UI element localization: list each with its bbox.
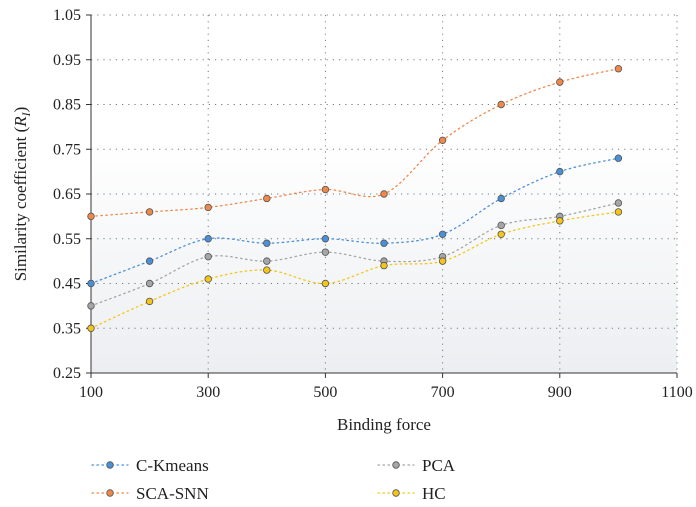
data-point-c-kmeans	[614, 154, 623, 162]
y-axis-title-main: Similarity coefficient (	[11, 126, 30, 281]
data-point-hc	[497, 230, 505, 238]
data-point-c-kmeans	[497, 194, 505, 203]
legend-item-sca-snn: SCA-SNN	[91, 484, 209, 503]
y-tick-label: 0.95	[53, 52, 81, 69]
y-axis-title: Similarity coefficient (RI)	[11, 107, 33, 282]
data-point-sca-snn	[438, 136, 447, 144]
tick-labels: 0.25 0.35 0.45 0.55 0.65 0.75 0.85 0.95 1.05 100 3…	[53, 7, 693, 401]
legend-marker	[106, 461, 114, 469]
y-tick-label: 0.85	[53, 97, 81, 114]
data-point-hc	[87, 324, 95, 332]
legend: C-Kmeans PCA SCA-SNN HC	[91, 456, 456, 503]
data-point-sca-snn	[87, 212, 95, 221]
data-point-sca-snn	[614, 64, 623, 73]
data-point-hc	[380, 261, 388, 270]
y-axis-title-close: )	[11, 107, 30, 113]
data-point-sca-snn	[321, 185, 330, 194]
data-point-c-kmeans	[556, 167, 564, 176]
data-point-hc	[556, 217, 564, 225]
y-tick-label: 0.55	[53, 231, 81, 248]
data-point-pca	[263, 257, 271, 265]
y-axis-title-subscript: I	[19, 111, 33, 117]
data-point-hc	[204, 275, 212, 283]
y-axis-title-symbol: R	[11, 116, 30, 128]
data-point-hc	[145, 297, 154, 306]
series-sca-snn	[87, 64, 623, 221]
legend-item-hc: HC	[377, 484, 446, 503]
y-tick-label: 0.65	[53, 186, 81, 203]
series-line-hc	[90, 211, 620, 329]
legend-label: C-Kmeans	[136, 456, 209, 475]
data-point-sca-snn	[497, 100, 505, 109]
data-point-hc	[263, 266, 271, 274]
data-point-c-kmeans	[321, 235, 330, 243]
data-point-sca-snn	[380, 190, 388, 198]
data-point-hc	[438, 257, 447, 265]
x-tick-label: 700	[431, 384, 455, 401]
legend-item-c-kmeans: C-Kmeans	[91, 456, 209, 475]
x-tick-label: 900	[548, 384, 572, 401]
series-group	[87, 64, 623, 332]
data-point-hc	[614, 208, 623, 216]
axes	[86, 14, 678, 378]
series-line-sca-snn	[90, 68, 620, 218]
data-point-c-kmeans	[145, 257, 154, 265]
data-point-c-kmeans	[263, 239, 271, 247]
legend-item-pca: PCA	[377, 456, 456, 475]
x-tick-label: 500	[313, 384, 337, 401]
data-point-c-kmeans	[204, 235, 212, 243]
series-hc	[87, 208, 623, 332]
legend-marker	[392, 461, 400, 469]
data-point-c-kmeans	[438, 230, 447, 238]
data-point-pca	[497, 221, 505, 230]
legend-marker	[106, 489, 114, 497]
series-line-c-kmeans	[90, 157, 620, 285]
y-tick-label: 0.45	[53, 276, 81, 293]
legend-label: SCA-SNN	[136, 484, 209, 503]
data-point-pca	[145, 279, 154, 288]
data-point-pca	[321, 248, 330, 256]
y-tick-label: 0.75	[53, 141, 81, 158]
y-tick-label: 0.25	[53, 365, 81, 382]
y-tick-label: 0.35	[53, 320, 81, 337]
data-point-sca-snn	[204, 203, 212, 212]
data-point-sca-snn	[145, 208, 154, 216]
x-tick-label: 100	[79, 384, 103, 401]
legend-marker	[392, 489, 400, 497]
data-point-sca-snn	[556, 78, 564, 86]
data-point-c-kmeans	[87, 279, 95, 288]
legend-label: HC	[422, 484, 446, 503]
data-point-pca	[204, 252, 212, 261]
x-axis-title: Binding force	[337, 415, 431, 434]
x-tick-label: 1100	[661, 384, 692, 401]
series-line-pca	[90, 202, 620, 307]
series-c-kmeans	[87, 154, 623, 288]
data-point-sca-snn	[263, 194, 271, 203]
data-point-c-kmeans	[380, 239, 388, 247]
data-point-pca	[614, 199, 623, 207]
legend-label: PCA	[422, 456, 456, 475]
x-tick-label: 300	[196, 384, 220, 401]
data-point-hc	[321, 279, 330, 288]
data-point-pca	[87, 302, 95, 310]
y-tick-label: 1.05	[53, 7, 81, 24]
